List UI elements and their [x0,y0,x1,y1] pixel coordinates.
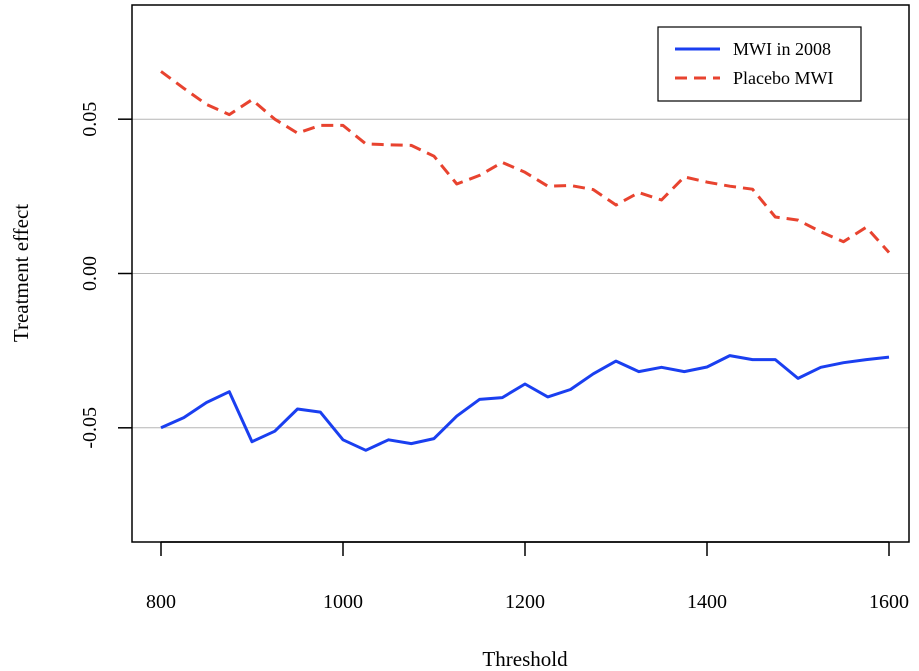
x-tick-label-0: 800 [146,591,176,613]
y-tick-label-1: 0.00 [79,256,101,291]
series-line-mwi-2008 [160,354,890,452]
legend-label-mwi-2008: MWI in 2008 [733,39,831,59]
series-lines [160,70,891,452]
legend: MWI in 2008 Placebo MWI [657,26,862,102]
gridlines [132,118,909,429]
x-axis: 800 1000 1200 1400 1600 [146,541,909,613]
x-tick-label-2: 1200 [505,591,545,613]
x-axis-title: Threshold [482,647,568,671]
x-tick-label-1: 1000 [323,591,363,613]
y-tick-label-0: -0.05 [79,407,101,449]
legend-label-placebo-mwi: Placebo MWI [733,68,833,88]
y-axis: -0.05 0.00 0.05 [79,102,132,449]
y-axis-title: Treatment effect [9,204,33,342]
y-tick-label-2: 0.05 [79,102,101,137]
x-tick-label-3: 1400 [687,591,727,613]
x-tick-label-4: 1600 [869,591,909,613]
series-line-placebo-mwi [160,70,891,254]
legend-box [657,26,862,102]
